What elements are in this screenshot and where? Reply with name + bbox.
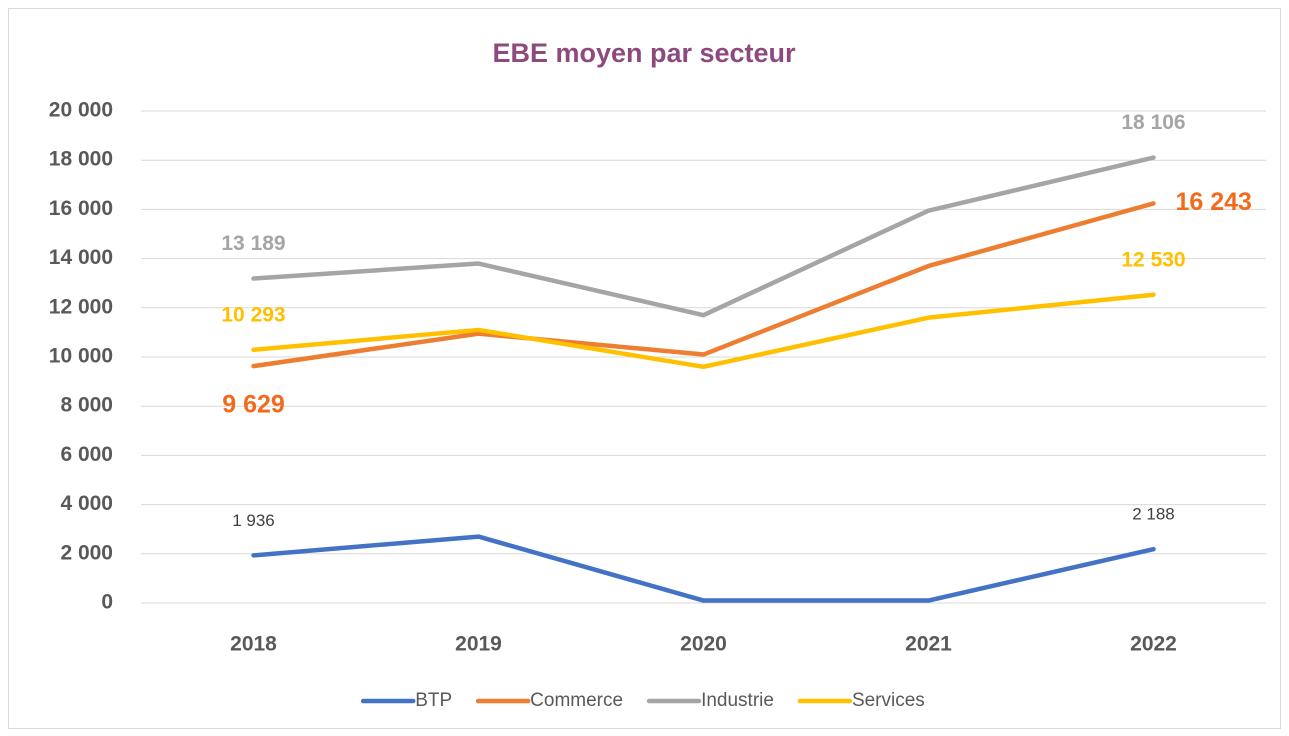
y-tick-label: 6 000: [60, 443, 113, 466]
line-series: [251, 534, 1156, 603]
data-label: 2 188: [1132, 505, 1175, 524]
chart-title: EBE moyen par secteur: [492, 38, 796, 68]
data-label: 13 189: [221, 232, 285, 255]
y-tick-label: 16 000: [49, 197, 113, 220]
data-label: 9 629: [222, 391, 285, 419]
x-tick-label: 2018: [230, 633, 277, 656]
y-tick-label: 8 000: [60, 394, 113, 417]
legend-label: BTP: [415, 690, 452, 711]
y-tick-label: 20 000: [49, 99, 113, 122]
line-series: [251, 292, 1156, 370]
x-tick-label: 2021: [905, 633, 952, 656]
data-label: 18 106: [1121, 111, 1185, 134]
legend-label: Services: [852, 690, 925, 711]
y-tick-label: 10 000: [49, 345, 113, 368]
y-tick-label: 12 000: [49, 295, 113, 318]
legend-label: Commerce: [530, 690, 623, 711]
data-label: 12 530: [1121, 248, 1185, 271]
y-tick-label: 14 000: [49, 246, 113, 269]
y-tick-label: 18 000: [49, 148, 113, 171]
y-tick-label: 2 000: [60, 541, 113, 564]
x-tick-label: 2019: [455, 633, 502, 656]
y-tick-label: 4 000: [60, 492, 113, 515]
line-series: [251, 201, 1156, 369]
line-series: [251, 155, 1156, 318]
legend-label: Industrie: [701, 690, 774, 711]
chart-border: [8, 8, 1281, 729]
y-tick-label: 0: [101, 591, 113, 614]
data-label: 10 293: [221, 303, 285, 326]
data-label: 16 243: [1176, 188, 1252, 216]
x-tick-label: 2020: [680, 633, 727, 656]
x-tick-label: 2022: [1130, 633, 1177, 656]
data-label: 1 936: [232, 511, 275, 530]
